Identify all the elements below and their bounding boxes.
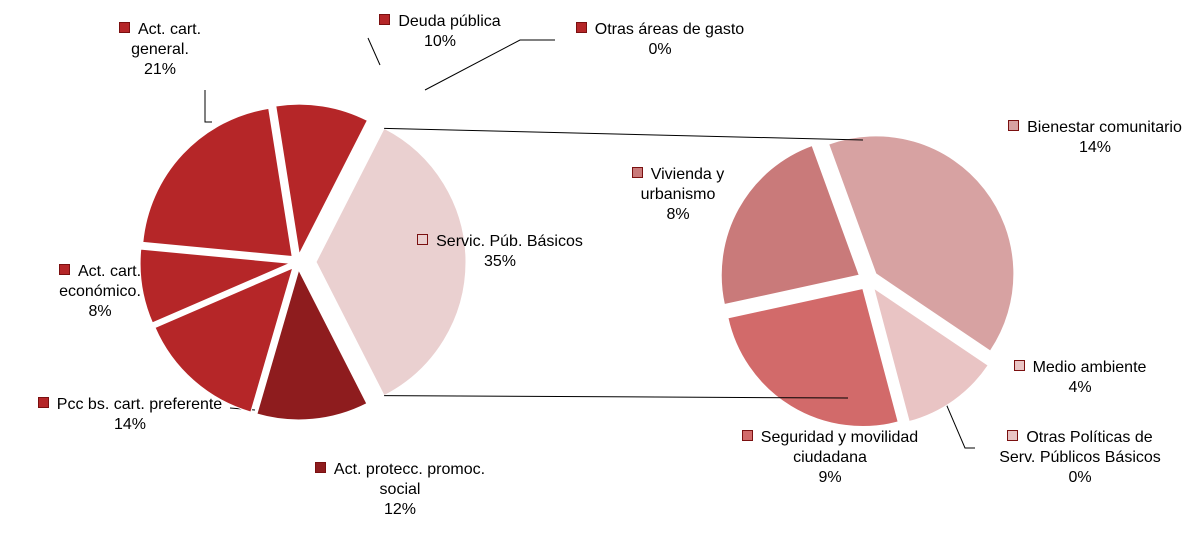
data-label: Act. cart. general. 21% (100, 20, 220, 80)
data-label: Act. cart. económico. 8% (35, 262, 165, 322)
legend-marker (1008, 120, 1020, 131)
value-label: 14% (1078, 139, 1112, 156)
category-name: Act. cart. general. (131, 21, 202, 58)
category-name: Bienestar comunitario (1027, 119, 1182, 136)
category-name: Medio ambiente (1032, 359, 1147, 376)
legend-marker (118, 22, 130, 33)
legend-marker (1007, 430, 1019, 441)
category-name: Otras Políticas de Serv. Públicos Básico… (999, 429, 1161, 466)
legend-marker (631, 167, 643, 178)
legend-marker (314, 462, 326, 473)
value-label: 8% (666, 206, 690, 223)
category-name: Act. protecc. promoc. social (333, 461, 486, 498)
data-label: Otras Políticas de Serv. Públicos Básico… (995, 428, 1165, 488)
value-label: 9% (818, 469, 842, 486)
connector-line (384, 127, 864, 141)
category-name: Pcc bs. cart. preferente (56, 396, 223, 413)
legend-marker (1013, 360, 1025, 371)
category-name: Act. cart. económico. (59, 263, 142, 300)
category-name: Otras áreas de gasto (594, 21, 745, 38)
pie-slice (720, 144, 860, 306)
pie-slice (142, 107, 293, 258)
data-label: Medio ambiente 4% (1000, 358, 1160, 398)
data-label: Deuda pública 10% (355, 12, 525, 52)
legend-marker (37, 397, 49, 408)
pie-slice (256, 268, 368, 421)
pie-slice (275, 103, 369, 256)
data-label: Seguridad y movilidad ciudadana 9% (715, 428, 945, 488)
legend-marker (417, 234, 429, 245)
pie-slice (828, 135, 1015, 352)
value-label: 14% (113, 416, 147, 433)
category-name: Vivienda y urbanismo (640, 166, 725, 203)
data-label: Act. protecc. promoc. social 12% (295, 460, 505, 520)
leader-line (424, 39, 555, 91)
pie-slice (154, 267, 294, 413)
category-name: Servic. Púb. Básicos (436, 233, 583, 250)
pie-slice (727, 287, 899, 428)
legend-marker (379, 14, 391, 25)
data-label: Vivienda y urbanismo 8% (608, 165, 748, 225)
legend-marker (575, 22, 587, 33)
pie-slice (139, 248, 291, 324)
data-label: Pcc bs. cart. preferente 14% (5, 395, 255, 435)
leader-line (367, 37, 381, 66)
value-label: 0% (648, 41, 672, 58)
category-name: Seguridad y movilidad ciudadana (760, 429, 919, 466)
value-label: 8% (88, 303, 112, 320)
value-label: 12% (383, 501, 417, 518)
value-label: 10% (423, 33, 457, 50)
data-label: Otras áreas de gasto 0% (555, 20, 765, 60)
value-label: 21% (143, 61, 177, 78)
leader-line (204, 90, 212, 123)
connector-line (384, 395, 849, 399)
value-label: 35% (483, 253, 517, 270)
pie-slice (315, 127, 467, 397)
legend-marker (58, 264, 70, 275)
data-label: Bienestar comunitario 14% (990, 118, 1200, 158)
value-label: 4% (1068, 379, 1092, 396)
legend-marker (741, 430, 753, 441)
data-label: Servic. Púb. Básicos 35% (385, 232, 615, 272)
category-name: Deuda pública (398, 13, 501, 30)
pie-slice (872, 286, 989, 423)
value-label: 0% (1068, 469, 1092, 486)
